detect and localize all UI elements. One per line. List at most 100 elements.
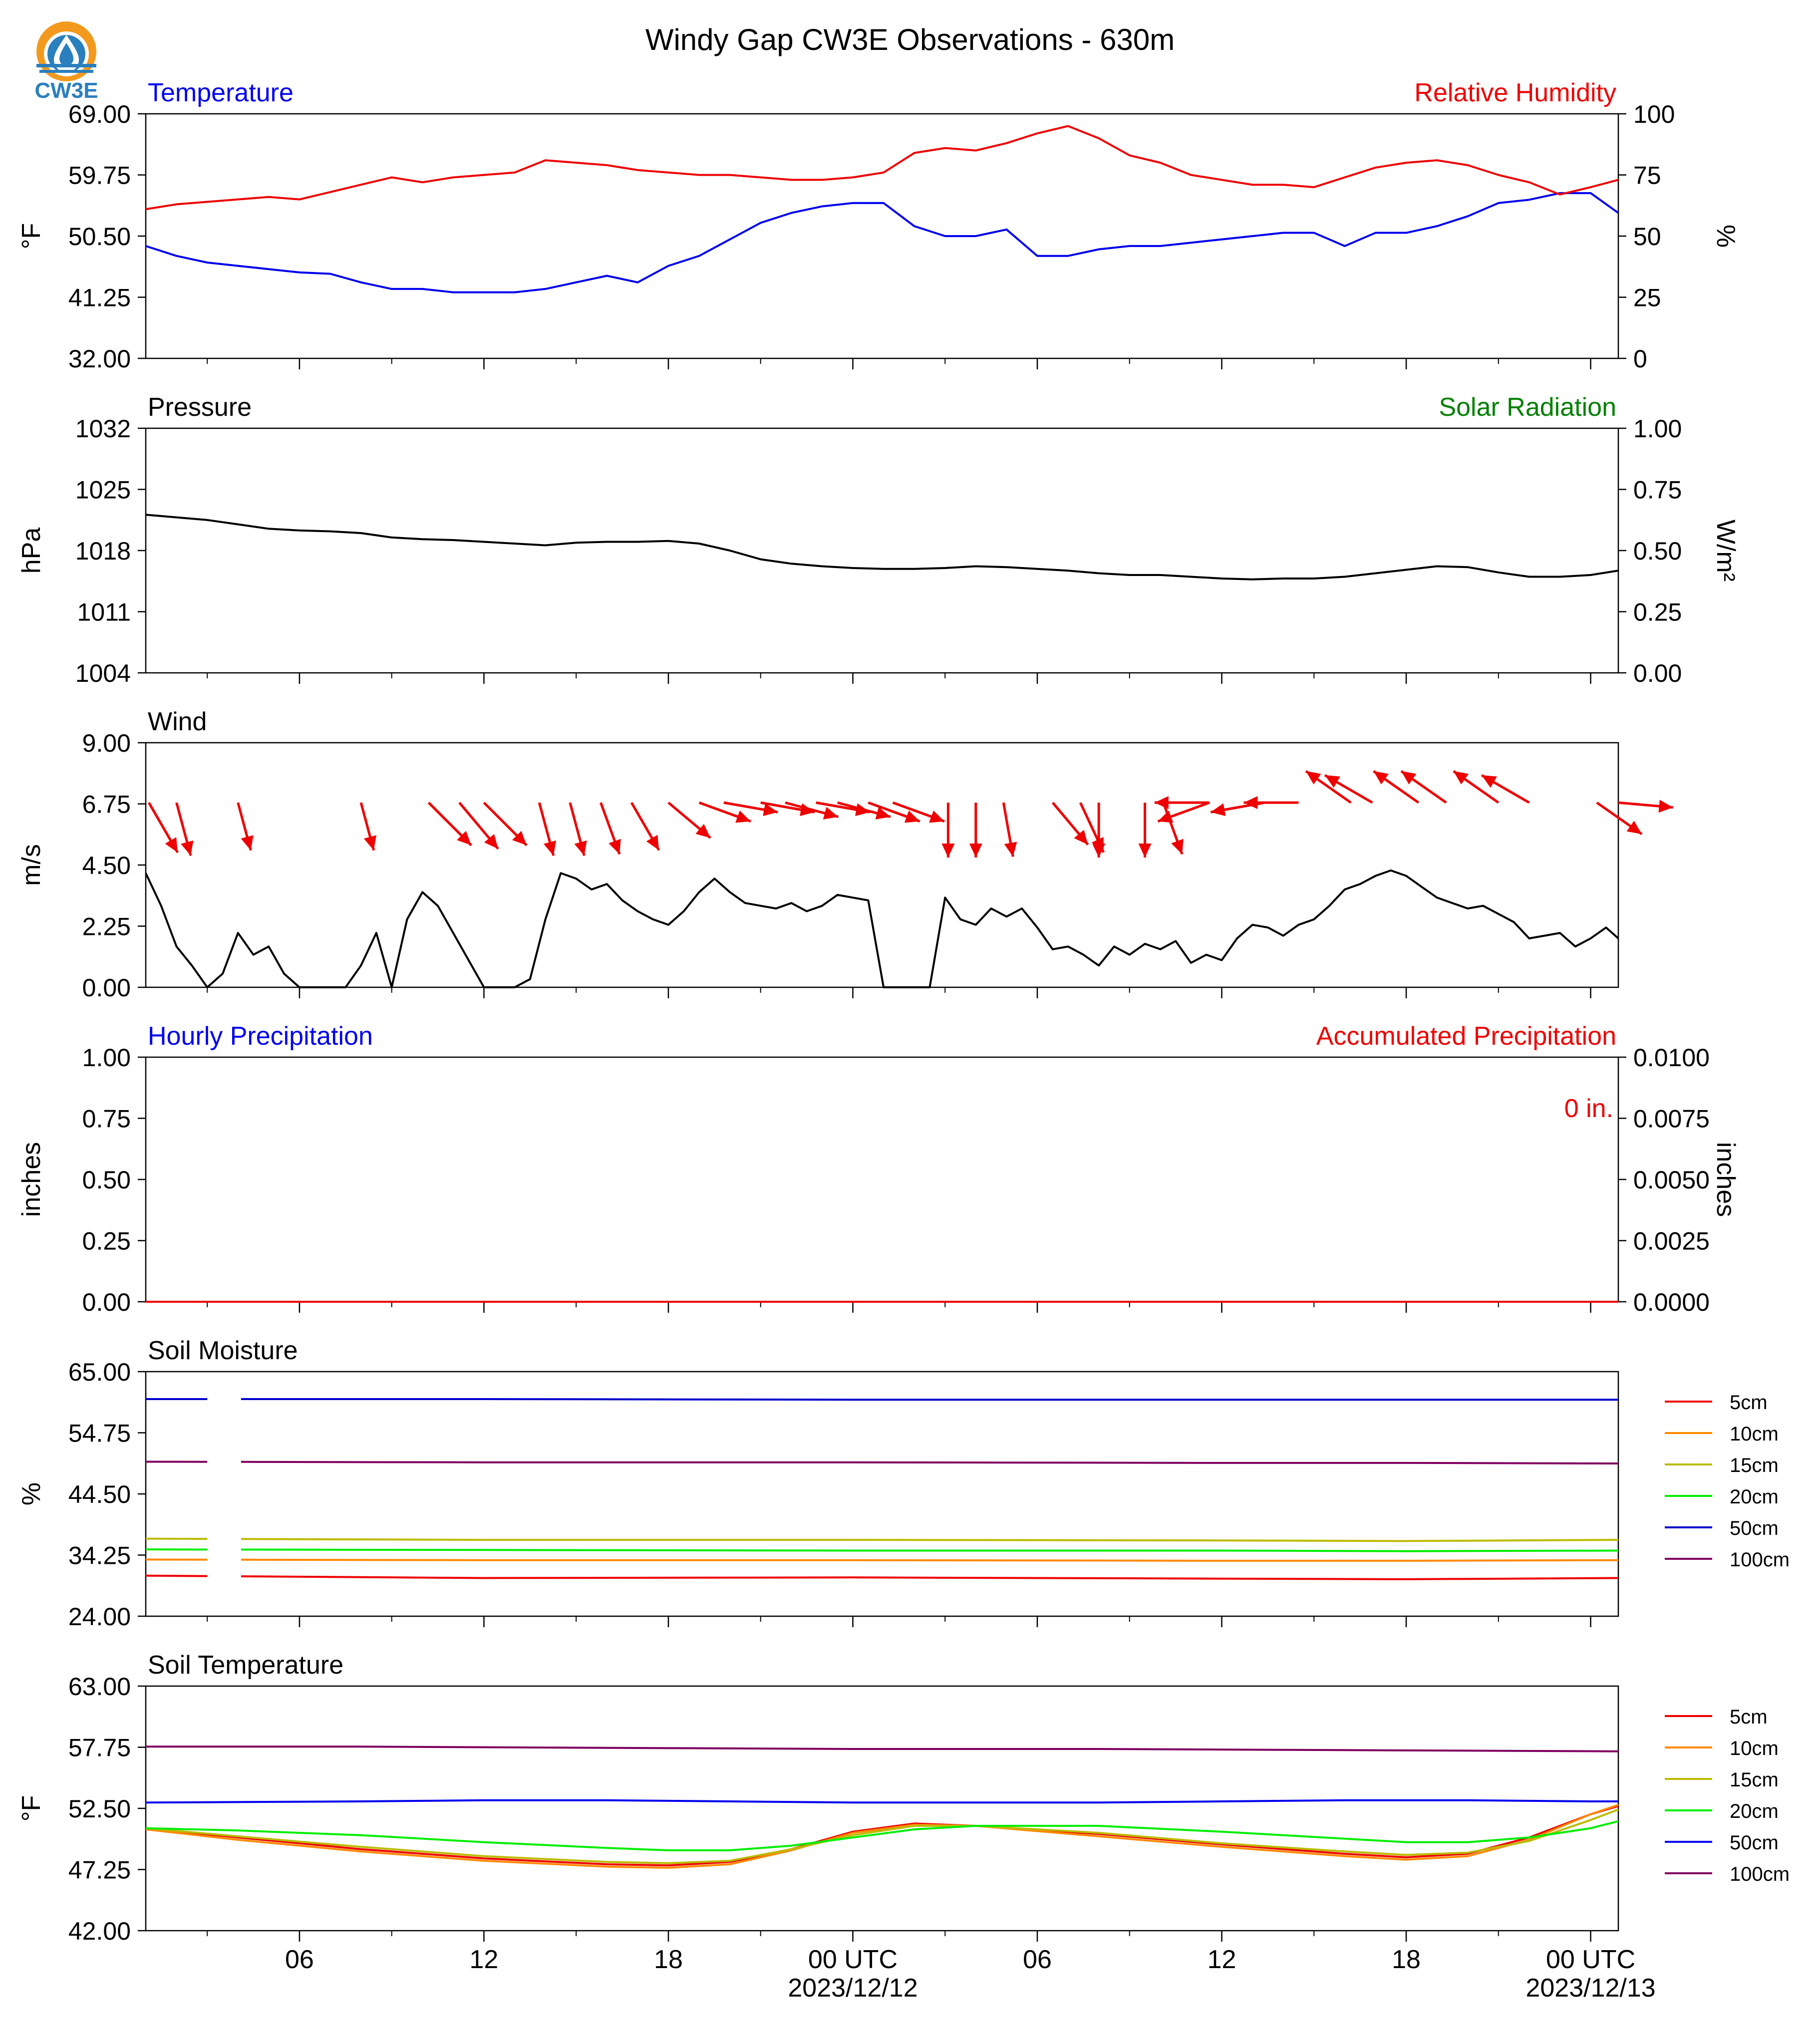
wind-arrow <box>667 802 711 839</box>
legend-label: 50cm <box>1730 1832 1779 1854</box>
wind-arrow <box>237 802 254 851</box>
wind-arrow <box>1051 802 1089 846</box>
legend: 5cm 10cm 15cm 20cm 50cm 100cm <box>1665 1706 1790 1885</box>
x-tick-label: 18 <box>654 1945 683 1974</box>
wind-arrow-head <box>457 831 472 846</box>
y-tick-label: 34.25 <box>68 1542 131 1570</box>
y-tick-label: 54.75 <box>68 1420 131 1448</box>
y-tick-label: 44.50 <box>68 1480 131 1508</box>
wind-arrow <box>427 802 472 847</box>
wind-arrow-head <box>1154 796 1169 809</box>
wind-arrow-head <box>1626 821 1642 835</box>
panel-left-title: Soil Moisture <box>148 1336 298 1365</box>
wind-arrow-head <box>941 844 955 858</box>
x-tick-label: 06 <box>285 1945 314 1974</box>
legend-label: 5cm <box>1730 1392 1768 1414</box>
wind-arrow <box>1092 803 1106 858</box>
wind-arrow-head <box>1158 810 1174 823</box>
wind-arrow <box>630 802 660 851</box>
wind-arrow <box>1154 796 1210 809</box>
y-tick-label: 24.00 <box>68 1603 131 1631</box>
panel-soil-moisture: Soil Moisture 24.00 34.25 44.50 54.75 65.00% 5… <box>17 1336 1790 1631</box>
wind-arrow <box>1618 800 1673 813</box>
series-line <box>145 869 1619 988</box>
wind-arrow <box>538 802 557 856</box>
y-tick-label: 0.50 <box>82 1166 131 1194</box>
panel-left-title: Temperature <box>148 78 294 107</box>
y2-tick-label: 0 <box>1633 345 1647 373</box>
legend: 5cm 10cm 15cm 20cm 50cm 100cm <box>1665 1392 1790 1571</box>
y-tick-label: 6.75 <box>82 791 131 819</box>
y-tick-label: 50.50 <box>68 223 131 251</box>
wind-arrow-head <box>1373 771 1389 785</box>
y-tick-label: 42.00 <box>68 1917 131 1945</box>
y-axis-label: m/s <box>17 844 46 886</box>
panel-left-title: Hourly Precipitation <box>148 1022 373 1051</box>
wind-arrow-head <box>735 810 751 823</box>
panel-soil-temperature: Soil Temperature 42.00 47.25 52.50 57.75 63.0… <box>17 1651 1790 2003</box>
wind-arrow-head <box>969 844 982 858</box>
wind-arrow-head <box>904 810 920 823</box>
precip-total-annotation: 0 in. <box>1564 1094 1613 1123</box>
wind-arrow-head <box>1325 775 1340 788</box>
y2-tick-label: 0.0025 <box>1633 1227 1710 1255</box>
wind-arrow <box>1400 770 1447 804</box>
wind-arrow-head <box>181 840 194 856</box>
y2-tick-label: 0.0050 <box>1633 1166 1710 1194</box>
wind-arrow <box>723 801 778 817</box>
series-line-15cm <box>145 1808 1619 1864</box>
wind-arrow <box>941 803 955 858</box>
series-line-5cm <box>241 1575 1619 1580</box>
series-line-5cm <box>145 1805 1619 1867</box>
series-line-20cm <box>241 1548 1619 1552</box>
wind-arrow <box>969 803 982 858</box>
y-tick-label: 1004 <box>75 659 131 687</box>
y-axis-label: hPa <box>17 528 46 574</box>
cw3e-logo: CW3E <box>34 21 98 103</box>
y-tick-label: 1011 <box>77 598 131 626</box>
y2-tick-label: 0.00 <box>1633 659 1682 687</box>
legend-label: 15cm <box>1730 1769 1779 1791</box>
y2-axis-label: % <box>1711 225 1740 248</box>
y-tick-label: 0.75 <box>82 1105 131 1133</box>
legend-label: 15cm <box>1730 1454 1779 1476</box>
x-tick-label: 18 <box>1392 1945 1421 1974</box>
y-tick-label: 57.75 <box>68 1734 131 1762</box>
wind-arrow <box>1243 796 1299 809</box>
wind-arrow-head <box>929 810 944 823</box>
legend-label: 5cm <box>1730 1706 1768 1728</box>
wind-arrow-head <box>1092 844 1106 858</box>
wind-arrow <box>1373 770 1420 804</box>
y2-tick-label: 75 <box>1633 162 1661 190</box>
y-tick-label: 0.00 <box>82 1288 131 1316</box>
legend-label: 20cm <box>1730 1800 1779 1822</box>
y2-tick-label: 0.0000 <box>1633 1288 1710 1316</box>
y2-tick-label: 0.0075 <box>1633 1105 1710 1133</box>
legend-label: 100cm <box>1730 1549 1790 1571</box>
series-line-20cm <box>145 1820 1619 1851</box>
x-tick-label: 12 <box>470 1945 499 1974</box>
wind-arrow-head <box>165 837 178 853</box>
y-tick-label: 41.25 <box>68 284 131 312</box>
y2-tick-label: 0.50 <box>1633 537 1682 565</box>
series-line-15cm <box>241 1538 1619 1542</box>
wind-arrow-head <box>574 840 587 856</box>
series-line-50cm <box>145 1799 1618 1804</box>
panel-left-title: Pressure <box>148 393 252 422</box>
y-tick-label: 32.00 <box>68 345 131 373</box>
wind-arrow <box>458 802 499 850</box>
wind-arrow-head <box>512 831 527 846</box>
wind-arrow-head <box>543 840 557 856</box>
y-axis-label: °F <box>17 223 46 250</box>
wind-arrow-head <box>1074 830 1088 845</box>
y-axis-label: % <box>17 1482 46 1505</box>
y2-axis-label: inches <box>1711 1142 1740 1217</box>
panels-layer: Temperature Relative Humidity 32.00 41.25 50… <box>17 78 1790 2003</box>
y-tick-label: 2.25 <box>82 913 131 941</box>
wind-arrow <box>175 802 194 856</box>
wind-arrow-head <box>1171 839 1184 855</box>
y-tick-label: 47.25 <box>68 1856 131 1884</box>
wind-arrow-head <box>1482 775 1497 788</box>
y-tick-label: 1032 <box>75 415 131 443</box>
series-line <box>145 192 1619 293</box>
